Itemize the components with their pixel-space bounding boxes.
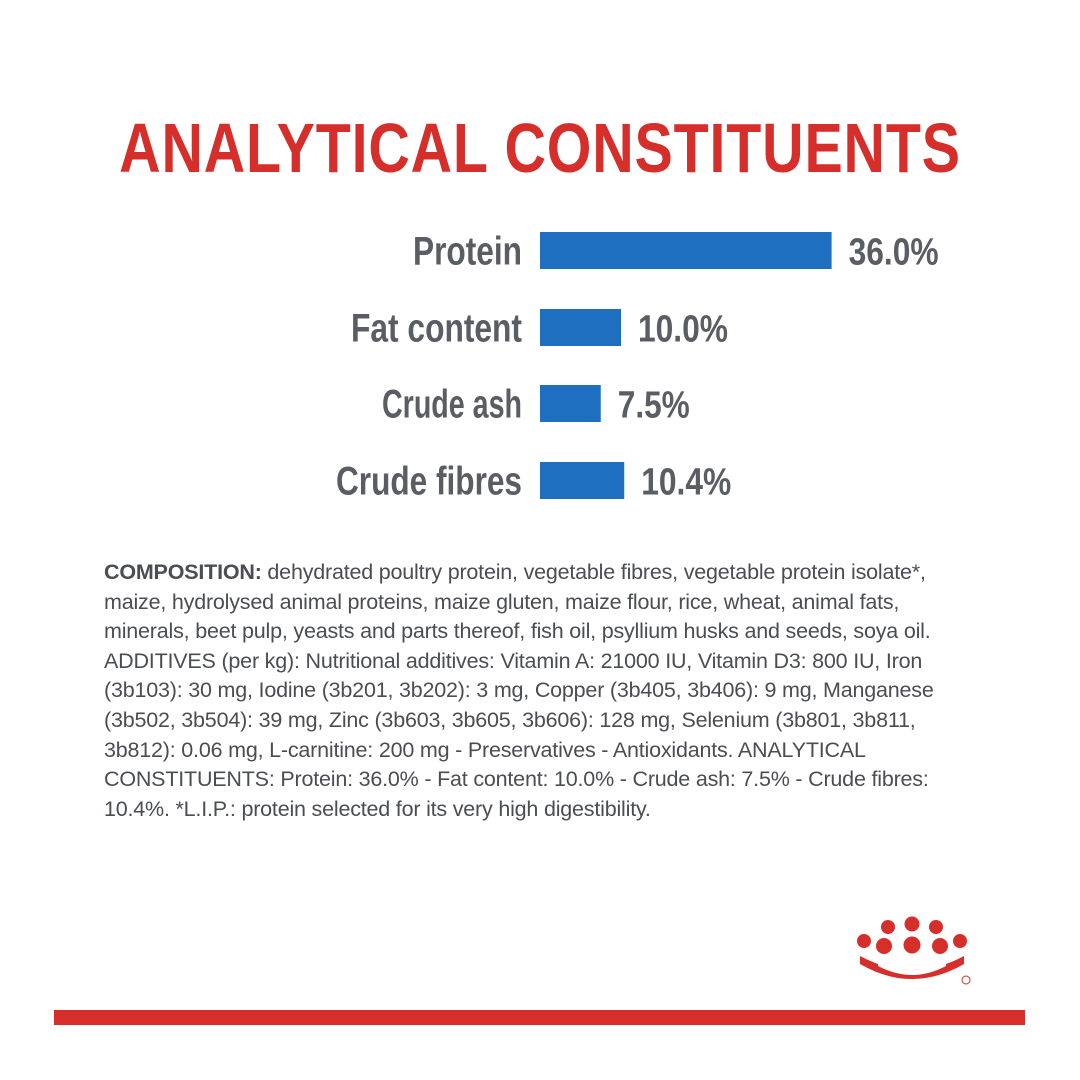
bar: [540, 385, 601, 422]
composition-body: dehydrated poultry protein, vegetable fi…: [104, 560, 934, 821]
value-label: 7.5%: [618, 385, 690, 427]
chart-title: ANALYTICAL CONSTITUENTS: [119, 109, 961, 187]
composition-label: COMPOSITION:: [104, 560, 262, 584]
category-label: Crude ash: [382, 383, 522, 427]
analytical-constituents-chart: Protein 36.0% Fat content 10.0% Crude ash 7.5…: [336, 230, 939, 504]
category-label: Crude fibres: [336, 460, 522, 504]
bar: [540, 462, 625, 499]
bar: [540, 309, 621, 346]
bottom-brand-bar: [54, 1010, 1025, 1025]
category-label: Fat content: [351, 307, 522, 351]
value-label: 10.0%: [638, 309, 728, 351]
composition-text: COMPOSITION: dehydrated poultry protein,…: [104, 558, 984, 824]
crown-icon: [857, 916, 971, 985]
category-label: Protein: [413, 230, 522, 274]
bar: [540, 232, 832, 269]
value-label: 36.0%: [849, 232, 939, 274]
value-label: 10.4%: [641, 462, 731, 504]
